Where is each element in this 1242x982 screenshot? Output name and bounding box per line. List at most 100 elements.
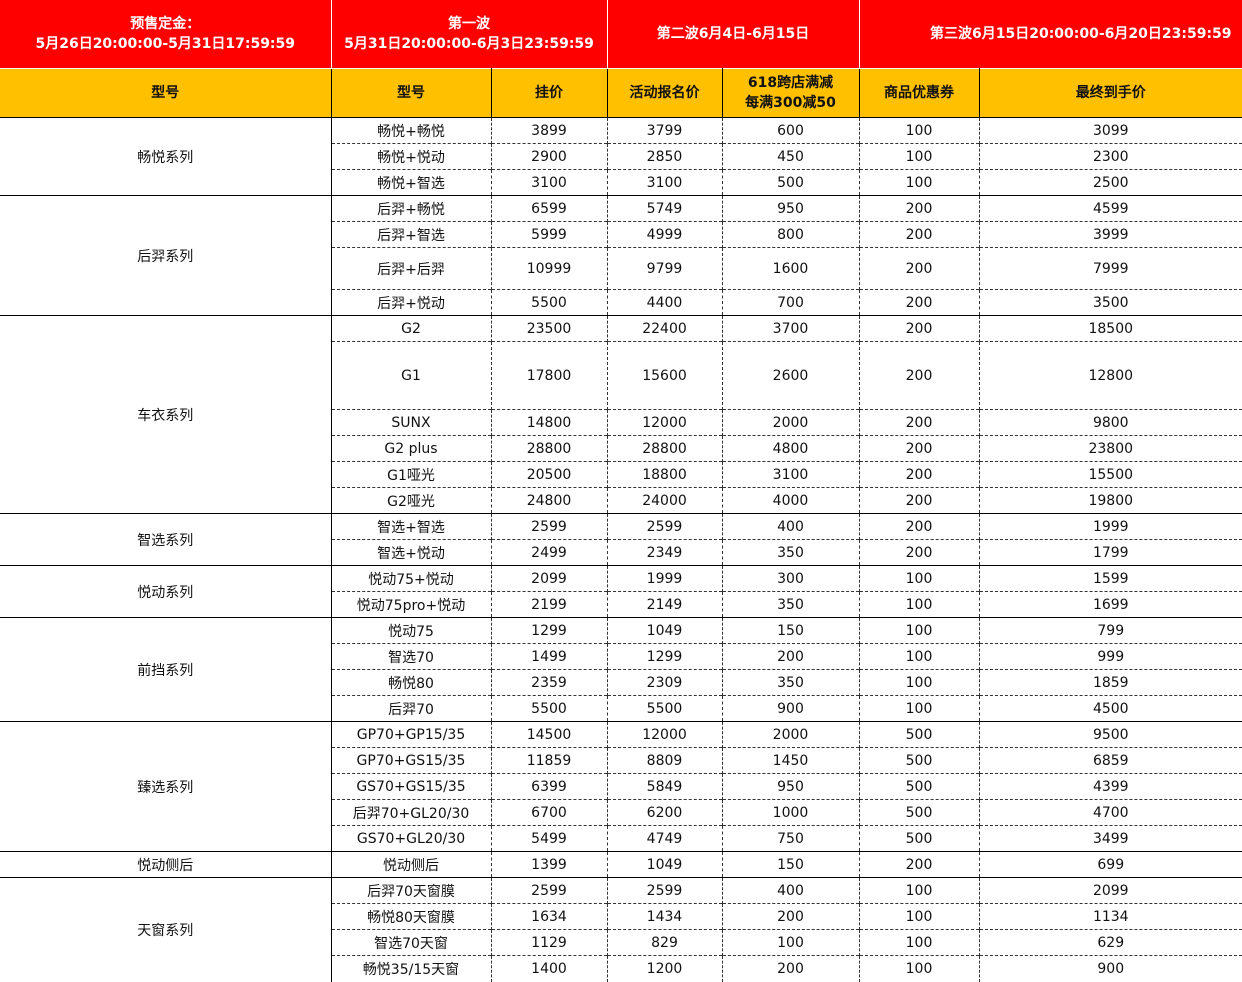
table-row: 畅悦+悦动 2900 2850 450 100 2300 — [0, 143, 1242, 170]
table-cell: 1299 — [491, 617, 608, 644]
table-row: 智选70天窗 1129 829 100 100 629 — [0, 929, 1242, 956]
table-cell: 18800 — [607, 461, 723, 488]
table-cell: 1600 — [722, 247, 860, 290]
table-cell: 后羿70 — [331, 695, 492, 722]
table-cell: 200 — [859, 461, 980, 488]
column-header: 最终到手价 — [979, 68, 1242, 118]
table-cell: 200 — [859, 487, 980, 514]
table-row: 智选+悦动 2499 2349 350 200 1799 — [0, 539, 1242, 566]
table-cell: 2359 — [491, 669, 608, 696]
table-cell: 900 — [979, 955, 1242, 982]
table-cell: 5500 — [607, 695, 723, 722]
table-cell: 畅悦+畅悦 — [331, 117, 492, 144]
table-cell: 2309 — [607, 669, 723, 696]
table-cell: 3100 — [722, 461, 860, 488]
column-header: 商品优惠券 — [859, 68, 980, 118]
table-cell: 6200 — [607, 799, 723, 826]
table-cell: 1049 — [607, 851, 723, 878]
table-cell: 4399 — [979, 773, 1242, 800]
table-cell: 23500 — [491, 315, 608, 342]
series-cell: 臻选系列 — [0, 721, 332, 852]
table-cell: 17800 — [491, 341, 608, 410]
table-cell: 后羿+智选 — [331, 221, 492, 248]
table-cell: 2000 — [722, 721, 860, 748]
table-cell: 后羿70天窗膜 — [331, 877, 492, 904]
table-cell: 3100 — [491, 169, 608, 196]
table-cell: 100 — [859, 877, 980, 904]
table-cell: 200 — [722, 903, 860, 930]
table-cell: 1634 — [491, 903, 608, 930]
table-cell: 600 — [722, 117, 860, 144]
table-cell: 350 — [722, 591, 860, 618]
table-cell: 4599 — [979, 195, 1242, 222]
table-cell: 400 — [722, 513, 860, 540]
table-cell: 400 — [722, 877, 860, 904]
table-cell: 200 — [722, 955, 860, 982]
table-row: 后羿70+GL20/30 6700 6200 1000 500 4700 — [0, 799, 1242, 826]
table-cell: 3499 — [979, 825, 1242, 852]
table-cell: 2300 — [979, 143, 1242, 170]
table-cell: 4000 — [722, 487, 860, 514]
table-cell: 350 — [722, 669, 860, 696]
table-cell: 3500 — [979, 289, 1242, 316]
table-cell: 200 — [722, 643, 860, 670]
table-row: GP70+GS15/35 11859 8809 1450 500 6859 — [0, 747, 1242, 774]
table-cell: 2199 — [491, 591, 608, 618]
table-row: 畅悦系列 畅悦+畅悦 3899 3799 600 100 3099 — [0, 117, 1242, 196]
table-cell: 500 — [859, 721, 980, 748]
table-row: 天窗系列 后羿70天窗膜 2599 2599 400 100 2099 — [0, 877, 1242, 982]
table-cell: 200 — [859, 195, 980, 222]
table-cell: 悦动75 — [331, 617, 492, 644]
table-cell: 12000 — [607, 721, 723, 748]
series-cell: 畅悦系列 — [0, 117, 332, 196]
phase-header-row: 预售定金： 5月26日20:00:00-5月31日17:59:59 第一波 5月31… — [0, 0, 1242, 69]
table-cell: 200 — [859, 221, 980, 248]
table-cell: 3999 — [979, 221, 1242, 248]
table-cell: 5499 — [491, 825, 608, 852]
table-cell: 9500 — [979, 721, 1242, 748]
table-cell: G2哑光 — [331, 487, 492, 514]
table-cell: 28800 — [607, 435, 723, 462]
table-cell: G2 plus — [331, 435, 492, 462]
table-cell: 14500 — [491, 721, 608, 748]
table-cell: 950 — [722, 773, 860, 800]
table-cell: 后羿70+GL20/30 — [331, 799, 492, 826]
table-cell: 699 — [979, 851, 1242, 878]
table-row: 车衣系列 G2 23500 22400 3700 200 18500 — [0, 315, 1242, 514]
table-cell: 150 — [722, 617, 860, 644]
column-header: 618跨店满减 每满300减50 — [722, 68, 860, 118]
table-cell: 后羿+后羿 — [331, 247, 492, 290]
table-cell: 畅悦80 — [331, 669, 492, 696]
table-row: 后羿70 5500 5500 900 100 4500 — [0, 695, 1242, 722]
table-cell: 悦动75+悦动 — [331, 565, 492, 592]
table-cell: 3700 — [722, 315, 860, 342]
table-cell: 3100 — [607, 169, 723, 196]
table-cell: 悦动侧后 — [331, 851, 492, 878]
table-cell: 畅悦35/15天窗 — [331, 955, 492, 982]
table-cell: 950 — [722, 195, 860, 222]
table-cell: 2499 — [491, 539, 608, 566]
table-row: 臻选系列 GP70+GP15/35 14500 12000 2000 500 9500 — [0, 721, 1242, 852]
table-cell: 23800 — [979, 435, 1242, 462]
table-row: 后羿系列 后羿+畅悦 6599 5749 950 200 4599 — [0, 195, 1242, 316]
table-cell: 12000 — [607, 409, 723, 436]
table-cell: 1134 — [979, 903, 1242, 930]
table-cell: 后羿+畅悦 — [331, 195, 492, 222]
table-cell: 14800 — [491, 409, 608, 436]
column-header: 型号 — [0, 68, 332, 118]
table-cell: 24800 — [491, 487, 608, 514]
table-cell: 1200 — [607, 955, 723, 982]
table-cell: 629 — [979, 929, 1242, 956]
column-header-row: 型号 型号 挂价 活动报名价 618跨店满减 每满300减50 商品优惠券 最终到手价 — [0, 68, 1242, 118]
table-cell: 1434 — [607, 903, 723, 930]
series-cell: 前挡系列 — [0, 617, 332, 722]
table-cell: 5749 — [607, 195, 723, 222]
table-cell: 100 — [859, 643, 980, 670]
table-cell: 2850 — [607, 143, 723, 170]
table-row: 智选70 1499 1299 200 100 999 — [0, 643, 1242, 670]
table-cell: 1450 — [722, 747, 860, 774]
table-cell: 15500 — [979, 461, 1242, 488]
table-cell: GS70+GS15/35 — [331, 773, 492, 800]
table-cell: 5500 — [491, 695, 608, 722]
